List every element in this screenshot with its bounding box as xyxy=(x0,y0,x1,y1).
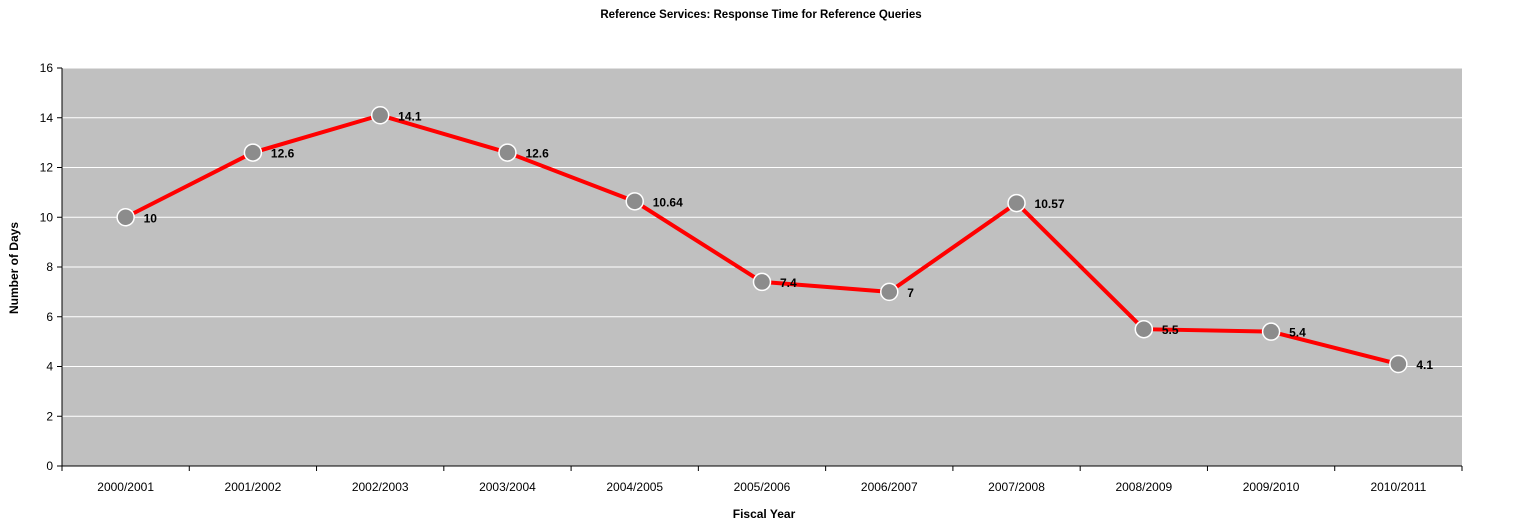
data-point xyxy=(1134,319,1154,339)
data-label: 7 xyxy=(907,286,914,300)
y-tick-label: 0 xyxy=(46,459,53,473)
x-tick-label: 2000/2001 xyxy=(97,480,154,494)
data-label: 12.6 xyxy=(271,147,295,161)
x-tick-label: 2008/2009 xyxy=(1115,480,1172,494)
x-tick-label: 2007/2008 xyxy=(988,480,1045,494)
data-points xyxy=(116,106,1408,374)
x-tick-label: 2001/2002 xyxy=(225,480,282,494)
data-point xyxy=(625,192,644,211)
data-point xyxy=(880,282,899,302)
x-tick-label: 2002/2003 xyxy=(352,480,409,494)
y-tick-label: 4 xyxy=(46,360,53,374)
data-label: 7.4 xyxy=(780,276,797,290)
data-label: 4.1 xyxy=(1416,358,1433,372)
data-label: 14.1 xyxy=(398,109,422,123)
x-tick-label: 2004/2005 xyxy=(606,480,663,494)
y-tick-label: 16 xyxy=(40,61,54,75)
x-tick-label: 2010/2011 xyxy=(1370,480,1426,494)
x-tick-label: 2005/2006 xyxy=(734,480,791,494)
data-point xyxy=(498,143,517,162)
x-axis-ticks: 2000/2001 2001/2002 2002/2003 2003/2004 2004… xyxy=(61,466,1463,494)
y-axis-ticks: 0 2 4 6 8 10 12 14 16 xyxy=(40,61,62,473)
y-tick-label: 2 xyxy=(46,409,53,423)
x-axis-title: Fiscal Year xyxy=(733,507,796,521)
y-tick-label: 14 xyxy=(40,111,54,125)
x-tick-label: 2006/2007 xyxy=(861,480,918,494)
y-tick-label: 12 xyxy=(40,161,54,175)
data-point xyxy=(1007,193,1026,213)
x-tick-label: 2009/2010 xyxy=(1243,480,1300,494)
data-point xyxy=(116,208,135,227)
data-point xyxy=(243,143,263,162)
data-point xyxy=(1261,322,1281,341)
data-point xyxy=(752,272,772,292)
chart-title: Reference Services: Response Time for Re… xyxy=(600,9,921,21)
y-axis-title: Number of Days xyxy=(7,222,21,314)
data-label: 10 xyxy=(144,211,158,225)
y-tick-label: 8 xyxy=(46,260,53,274)
data-point xyxy=(370,106,390,125)
data-label: 5.5 xyxy=(1162,323,1179,337)
data-point xyxy=(1389,354,1408,374)
data-label: 10.57 xyxy=(1035,197,1065,211)
y-tick-label: 6 xyxy=(46,310,53,324)
data-labels: 10 12.6 14.1 12.6 10.64 7.4 7 10.57 5.5 5.4 4.1 xyxy=(144,109,1434,372)
gridlines xyxy=(62,67,1462,417)
x-tick-label: 2003/2004 xyxy=(479,480,536,494)
data-label: 10.64 xyxy=(653,195,683,209)
y-tick-label: 10 xyxy=(40,210,54,224)
data-label: 12.6 xyxy=(525,147,549,161)
data-label: 5.4 xyxy=(1289,326,1306,340)
